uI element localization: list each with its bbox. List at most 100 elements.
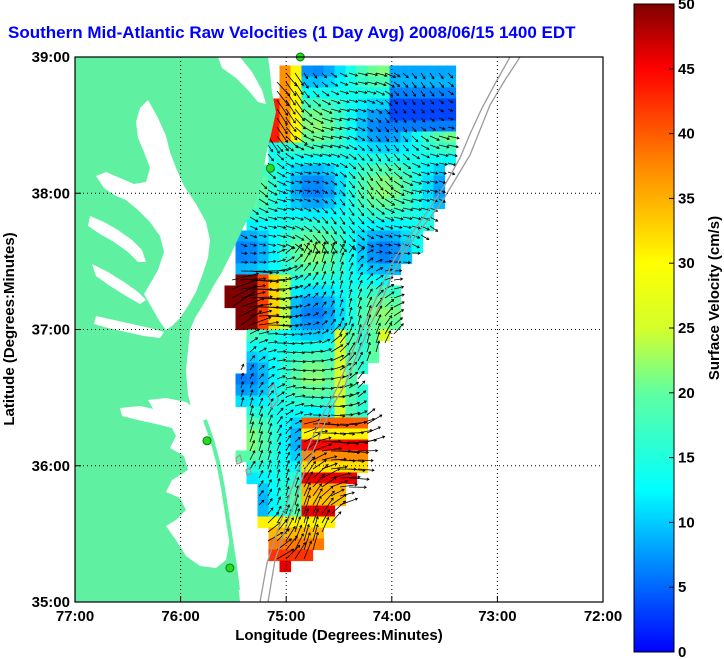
velocity-arrow xyxy=(276,225,286,229)
velocity-field xyxy=(224,65,460,573)
velocity-arrow xyxy=(312,261,319,272)
velocity-cell xyxy=(323,329,336,342)
chesapeake-bay xyxy=(96,100,210,330)
velocity-arrow-head xyxy=(374,82,378,86)
velocity-cell xyxy=(268,406,281,419)
velocity-arrow xyxy=(249,450,256,461)
velocity-arrow xyxy=(303,225,313,232)
velocity-cell xyxy=(422,153,435,166)
velocity-cell xyxy=(290,241,303,254)
velocity-arrow xyxy=(447,144,459,148)
velocity-arrow xyxy=(447,72,454,79)
velocity-arrow-head xyxy=(342,221,346,226)
velocity-arrow xyxy=(339,404,353,407)
velocity-arrow-head xyxy=(354,361,358,365)
velocity-arrow-head xyxy=(423,128,427,132)
velocity-arrow-head xyxy=(293,367,297,372)
x-tick-label: 77:00 xyxy=(56,608,94,625)
velocity-arrow xyxy=(276,442,281,452)
velocity-arrow-head xyxy=(259,413,264,417)
velocity-arrow-head xyxy=(327,102,332,106)
velocity-arrow xyxy=(294,108,305,121)
velocity-arrow xyxy=(258,321,279,326)
velocity-arrow xyxy=(321,447,342,452)
velocity-arrow-head xyxy=(390,93,394,97)
velocity-arrow xyxy=(339,207,345,216)
velocity-arrow-head xyxy=(334,241,337,245)
velocity-cell xyxy=(301,450,314,463)
velocity-arrow xyxy=(330,99,341,104)
velocity-cell xyxy=(400,65,413,78)
velocity-arrow-head xyxy=(318,340,323,344)
velocity-cell xyxy=(323,285,336,298)
velocity-arrow-head xyxy=(245,260,249,264)
velocity-arrow-head xyxy=(331,490,335,494)
velocity-cell xyxy=(345,263,358,276)
velocity-cell xyxy=(345,197,358,210)
velocity-arrow xyxy=(285,385,296,389)
velocity-cell xyxy=(378,98,391,111)
velocity-arrow xyxy=(240,298,265,308)
velocity-arrow-head xyxy=(240,372,244,376)
velocity-arrow-head xyxy=(366,450,370,455)
velocity-arrow-head xyxy=(337,468,341,472)
velocity-arrow-head xyxy=(381,92,386,96)
velocity-cell xyxy=(279,197,292,210)
velocity-arrow xyxy=(294,153,304,158)
velocity-arrow-head xyxy=(325,220,329,224)
velocity-arrow xyxy=(375,243,383,247)
velocity-arrow xyxy=(366,297,372,308)
velocity-arrow xyxy=(330,81,338,87)
velocity-cell xyxy=(400,241,413,254)
velocity-arrow-head xyxy=(387,111,391,115)
velocity-arrow xyxy=(249,364,254,371)
velocity-arrow-head xyxy=(269,422,273,426)
velocity-cell xyxy=(356,340,369,353)
velocity-arrow xyxy=(249,405,254,416)
velocity-arrow-head xyxy=(344,465,348,469)
velocity-arrow xyxy=(258,279,279,283)
velocity-arrow xyxy=(339,432,355,435)
velocity-arrow-head xyxy=(324,320,328,324)
velocity-arrow-head xyxy=(292,350,296,355)
velocity-arrow xyxy=(438,189,446,193)
velocity-cell xyxy=(235,318,248,331)
velocity-cell xyxy=(290,274,303,287)
velocity-cell xyxy=(257,505,270,518)
velocity-arrow-head xyxy=(297,508,301,512)
velocity-cell xyxy=(444,87,457,100)
velocity-cell xyxy=(356,384,369,397)
velocity-arrow xyxy=(402,90,408,97)
velocity-arrow-head xyxy=(317,250,321,254)
velocity-arrow xyxy=(357,333,362,344)
velocity-arrow xyxy=(321,348,332,353)
velocity-arrow xyxy=(339,243,345,254)
velocity-cell xyxy=(235,252,248,265)
velocity-arrow xyxy=(348,117,358,121)
velocity-arrow-head xyxy=(342,395,346,399)
velocity-arrow xyxy=(267,498,273,506)
velocity-cell xyxy=(444,76,457,89)
velocity-cell xyxy=(356,450,369,463)
velocity-arrow-head xyxy=(253,251,257,255)
velocity-arrow-head xyxy=(392,75,397,79)
velocity-arrow-head xyxy=(362,128,366,132)
velocity-arrow xyxy=(294,244,302,254)
velocity-cell xyxy=(268,549,281,562)
velocity-arrow-head xyxy=(325,464,329,468)
velocity-cell xyxy=(367,153,380,166)
velocity-arrow xyxy=(339,162,348,168)
velocity-arrow xyxy=(330,261,335,272)
velocity-arrow xyxy=(276,135,289,152)
velocity-arrow xyxy=(375,234,383,238)
velocity-arrow-head xyxy=(319,112,323,116)
velocity-cell xyxy=(334,65,347,78)
velocity-arrow xyxy=(303,180,311,183)
velocity-arrow-head xyxy=(359,279,363,284)
velocity-arrow xyxy=(312,271,319,281)
velocity-arrow-head xyxy=(361,147,365,151)
velocity-arrow-head xyxy=(401,193,405,196)
velocity-arrow-head xyxy=(339,118,343,122)
velocity-cell xyxy=(312,384,325,397)
velocity-arrow xyxy=(303,387,316,390)
